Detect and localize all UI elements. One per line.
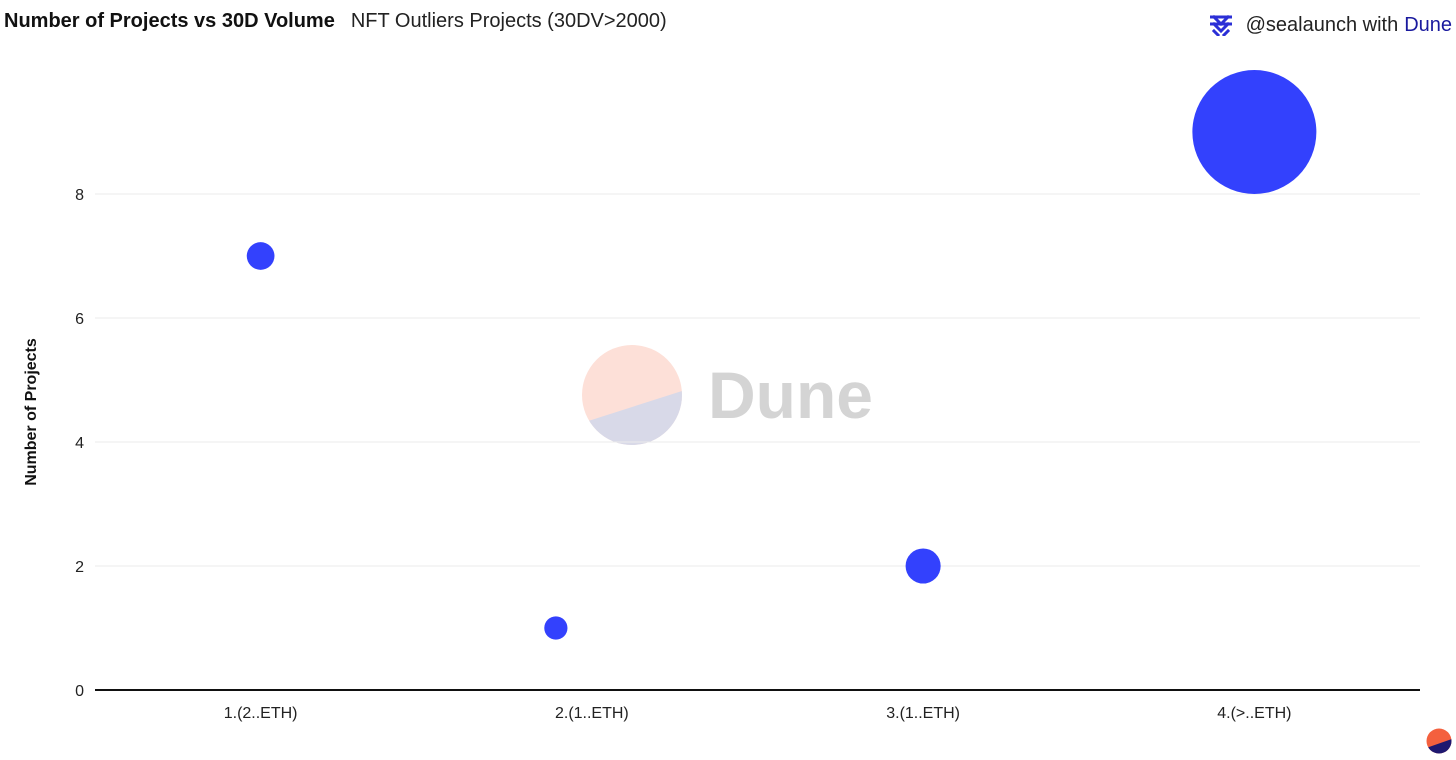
data-points	[246, 70, 1317, 640]
y-axis-ticks: 0 2 4 6 8	[75, 187, 84, 700]
dune-watermark: Dune	[582, 345, 873, 445]
watermark-logo-icon	[582, 345, 682, 445]
gridlines	[95, 193, 1420, 567]
attribution[interactable]: @sealaunch with Dune	[1209, 10, 1452, 40]
watermark-text: Dune	[708, 358, 873, 432]
data-point[interactable]	[246, 242, 275, 270]
chart-subtitle: NFT Outliers Projects (30DV>2000)	[350, 10, 667, 32]
y-axis-title: Number of Projects	[23, 338, 40, 486]
y-tick-label: 0	[75, 683, 84, 700]
x-tick-label: 1.(2..ETH)	[224, 705, 298, 722]
y-tick-label: 2	[75, 559, 84, 576]
x-axis-ticks: 1.(2..ETH) 2.(1..ETH) 3.(1..ETH) 4.(>..ETH)	[224, 705, 1292, 722]
y-tick-label: 4	[75, 435, 84, 452]
data-point[interactable]	[544, 616, 568, 640]
attribution-handle[interactable]: @sealaunch with	[1245, 13, 1399, 36]
x-tick-label: 2.(1..ETH)	[555, 705, 629, 722]
attribution-platform-link[interactable]: Dune	[1404, 13, 1452, 36]
data-point[interactable]	[905, 548, 941, 584]
chart-title: Number of Projects vs 30D Volume	[4, 10, 335, 32]
dune-corner-badge-icon[interactable]	[1426, 728, 1452, 754]
data-point[interactable]	[1192, 70, 1317, 194]
x-tick-label: 4.(>..ETH)	[1217, 705, 1291, 722]
sealaunch-logo-icon	[1209, 14, 1232, 36]
chart-header: Number of Projects vs 30D Volume NFT Out…	[4, 10, 667, 40]
y-tick-label: 8	[75, 187, 84, 204]
y-tick-label: 6	[75, 311, 84, 328]
x-tick-label: 3.(1..ETH)	[886, 705, 960, 722]
